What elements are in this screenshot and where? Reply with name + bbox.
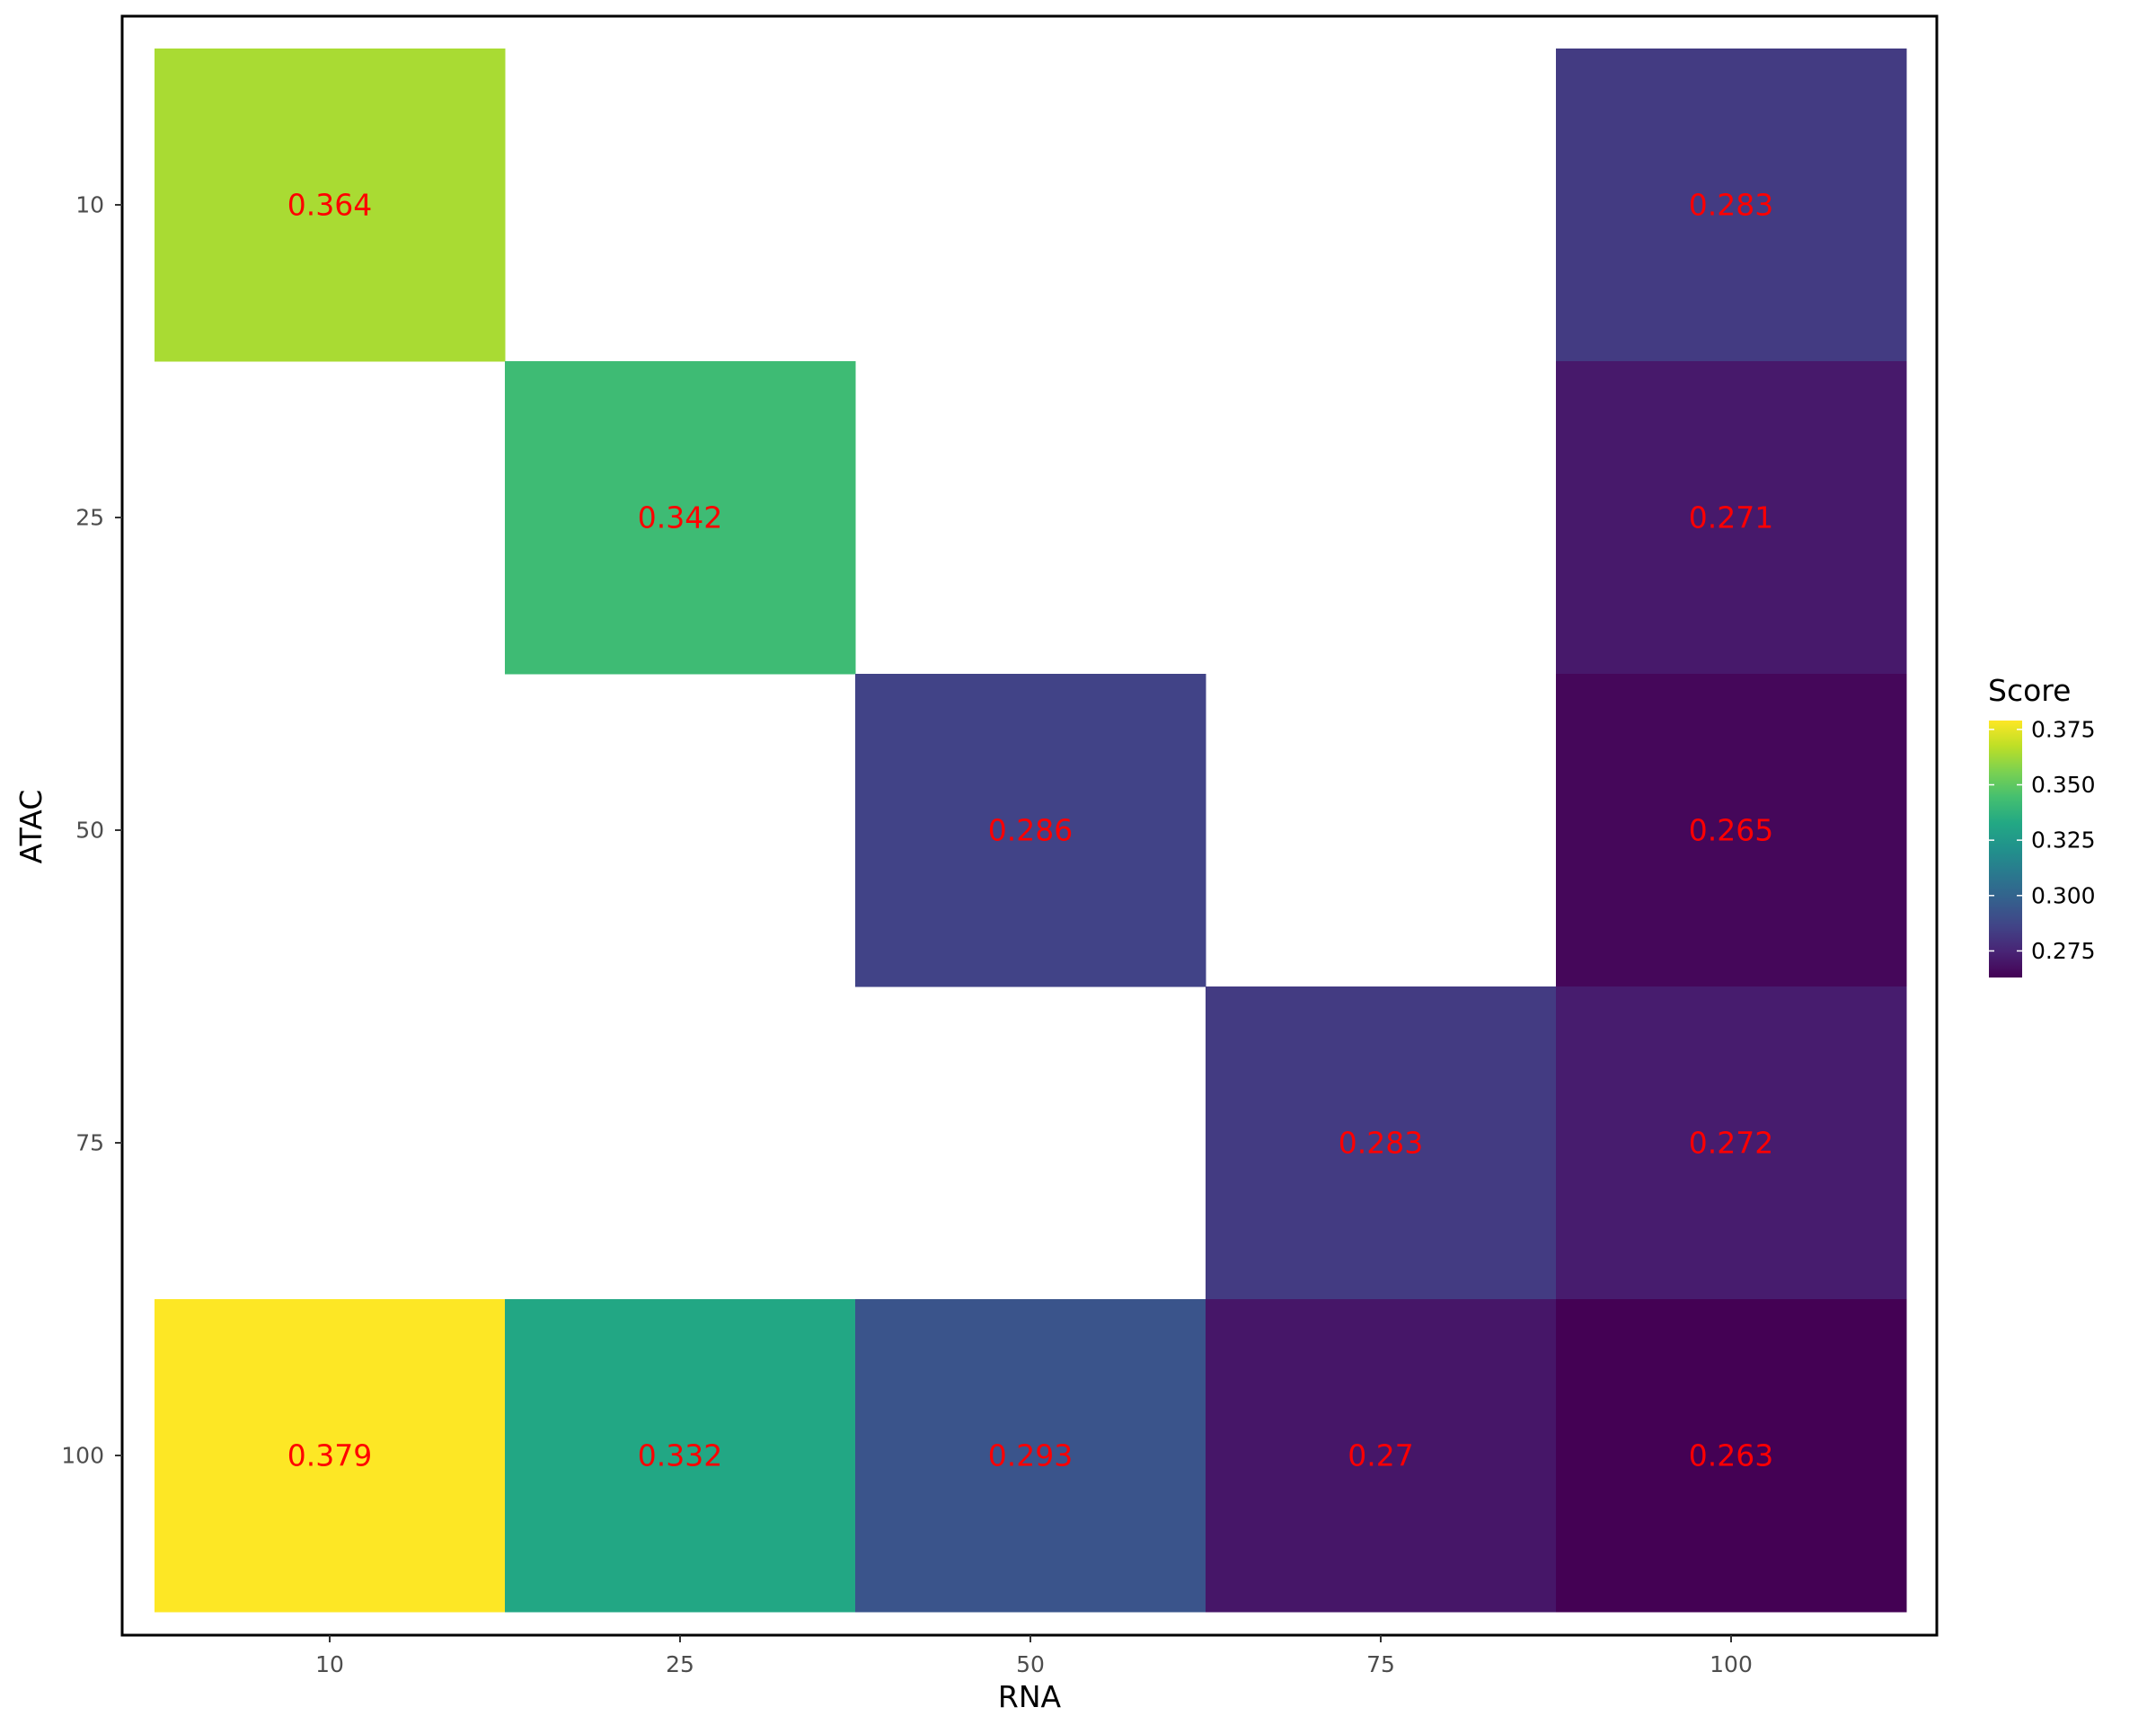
legend-tick-label: 0.325 [2031,827,2096,854]
y-axis-ticks: 10 25 50 75 100 [61,192,122,1469]
y-tick-label: 75 [75,1130,104,1156]
x-axis-title: RNA [998,1679,1062,1714]
heatmap-cell-label: 0.272 [1689,1126,1773,1161]
legend-tick-label: 0.350 [2031,772,2096,798]
legend-title: Score [1988,673,2071,708]
x-tick-label: 10 [315,1651,344,1677]
heatmap-cell-label: 0.283 [1689,188,1773,223]
y-axis-title: ATAC [13,790,49,864]
heatmap-cell [505,1299,856,1613]
heatmap-cell [1206,1299,1557,1613]
heatmap-cell-label: 0.379 [287,1438,372,1473]
heatmap-cell-label: 0.342 [638,500,722,535]
heatmap-cell [1556,361,1907,675]
heatmap-cell [1556,49,1907,362]
y-tick-label: 10 [75,192,104,218]
heatmap-cell-label: 0.265 [1689,813,1773,848]
y-tick-label: 50 [75,818,104,844]
heatmap-cell [155,1299,506,1613]
heatmap-cell [505,361,856,675]
legend-tick-label: 0.375 [2031,716,2096,742]
heatmap-cell [1556,674,1907,987]
heatmap-cell [1556,1299,1907,1613]
heatmap-cell-label: 0.286 [988,813,1073,848]
legend-tick-label: 0.300 [2031,882,2096,908]
legend-colorbar [1989,721,2022,978]
heatmap-cell [855,674,1206,987]
heatmap-cell-label: 0.263 [1689,1438,1773,1473]
heatmap-cell-label: 0.293 [988,1438,1073,1473]
x-tick-label: 25 [666,1651,694,1677]
legend-tick-label: 0.275 [2031,938,2096,964]
heatmap-cell-label: 0.332 [638,1438,722,1473]
heatmap-cell-labels: 0.364 0.283 0.342 0.271 0.286 0.265 0.283 0.272… [287,188,1773,1473]
heatmap-cell-label: 0.27 [1348,1438,1413,1473]
heatmap-cell [1556,986,1907,1300]
y-tick-label: 25 [75,505,104,531]
heatmap-cells [155,49,1907,1613]
heatmap-cell [155,49,506,362]
x-tick-label: 75 [1366,1651,1395,1677]
x-axis-ticks: 10 25 50 75 100 [315,1635,1753,1677]
heatmap-cell [855,1299,1206,1613]
y-tick-label: 100 [61,1443,104,1469]
legend-ticks: 0.375 0.350 0.325 0.300 0.275 [1989,716,2096,964]
heatmap-cell-label: 0.364 [287,188,372,223]
legend: Score 0.375 0.350 0.325 0.300 0.275 [1988,673,2096,978]
x-tick-label: 100 [1710,1651,1753,1677]
x-tick-label: 50 [1016,1651,1045,1677]
heatmap-cell-label: 0.271 [1689,500,1773,535]
heatmap-cell [1206,986,1557,1300]
heatmap-cell-label: 0.283 [1339,1126,1423,1161]
